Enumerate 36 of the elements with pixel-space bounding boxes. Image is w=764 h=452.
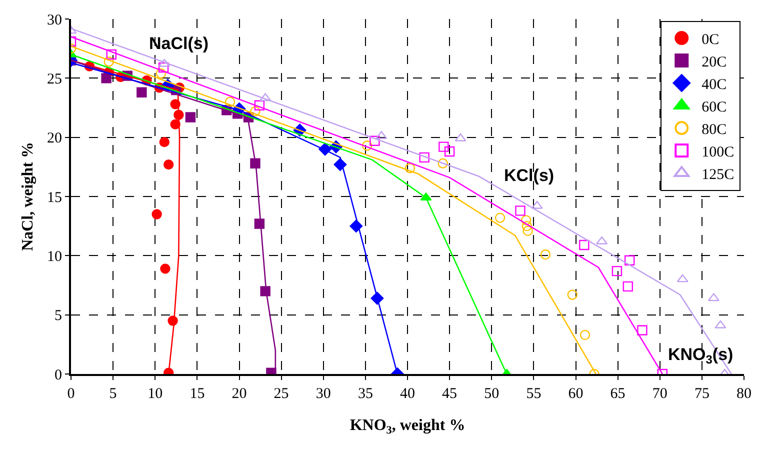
y-tick-label: 25 xyxy=(47,71,62,88)
x-tick-label: 10 xyxy=(148,386,163,402)
x-tick-label: 30 xyxy=(316,386,331,402)
legend-label: 0C xyxy=(702,32,720,48)
x-axis-title: KNO$_{3}$, weight % xyxy=(350,417,466,437)
x-tick-label: 0 xyxy=(67,386,75,402)
x-tick-label: 15 xyxy=(190,386,205,402)
x-tick-label: 50 xyxy=(484,386,500,402)
x-tick-label: 45 xyxy=(442,386,458,402)
legend-label: 20C xyxy=(702,54,727,70)
y-tick-label: 5 xyxy=(54,308,62,324)
annotation: KNO$_{3}$(s) xyxy=(668,345,734,367)
annotation: NaCl(s) xyxy=(149,34,209,53)
x-tick-label: 35 xyxy=(358,386,373,402)
x-tick-label: 75 xyxy=(694,386,710,402)
x-tick-label: 55 xyxy=(526,386,542,402)
legend-label: 100C xyxy=(702,144,734,160)
legend-label: 80C xyxy=(702,122,727,138)
y-tick-label: 30 xyxy=(47,12,62,28)
x-tick-label: 25 xyxy=(274,386,289,402)
y-axis-title: NaCl, weight % xyxy=(19,142,36,251)
x-tick-label: 5 xyxy=(109,386,117,402)
legend-label: 60C xyxy=(702,99,727,116)
y-tick-label: 15 xyxy=(47,190,62,206)
x-tick-label: 80 xyxy=(736,386,752,402)
x-tick-label: 20 xyxy=(232,386,247,402)
legend-label: 125C xyxy=(702,166,734,183)
x-tick-label: 40 xyxy=(400,386,415,402)
y-tick-label: 20 xyxy=(47,130,62,147)
annotation: KCl(s) xyxy=(504,166,554,185)
x-tick-label: 60 xyxy=(568,386,584,402)
y-tick-label: 10 xyxy=(47,248,62,265)
legend-label: 40C xyxy=(702,76,727,93)
y-tick-label: 0 xyxy=(54,367,62,384)
x-tick-label: 70 xyxy=(652,386,668,402)
x-tick-label: 65 xyxy=(610,386,626,402)
